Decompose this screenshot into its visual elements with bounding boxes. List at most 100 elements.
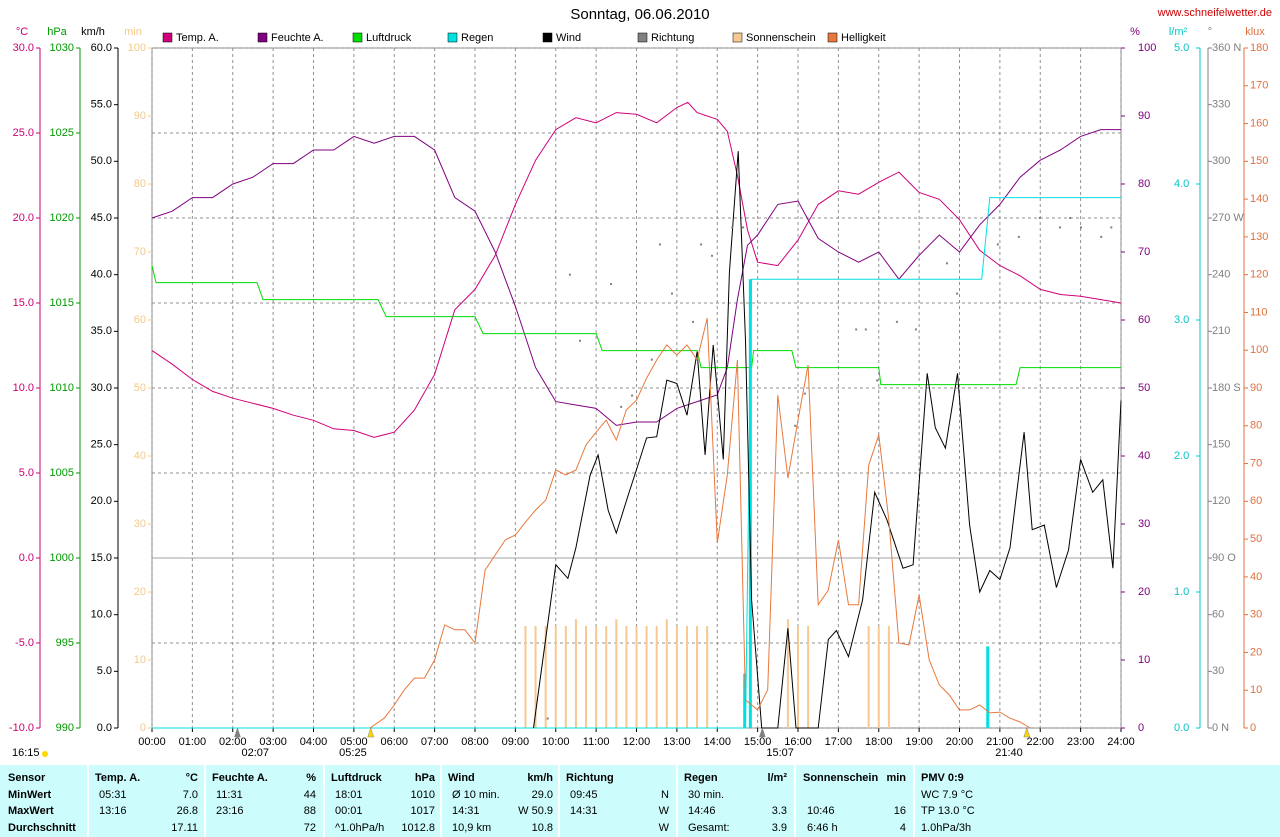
y-tick-label: 0 (1138, 722, 1144, 734)
time-marker-label: 05:25 (339, 747, 367, 759)
bar (574, 619, 577, 728)
y-tick-label: 50 (1250, 533, 1262, 545)
bar (635, 626, 638, 728)
bar (595, 626, 598, 728)
time-marker-label: 21:40 (995, 747, 1023, 759)
y-tick-label: 0 N (1212, 722, 1229, 734)
point (1080, 226, 1083, 229)
table-cell: 17.11 (171, 822, 198, 834)
x-tick-label: 15:00 (744, 736, 772, 748)
legend-label: Feuchte A. (271, 32, 324, 44)
point (546, 717, 549, 720)
y-tick-label: 1.0 (1174, 586, 1189, 598)
y-tick-label: 50.0 (91, 155, 112, 167)
table-cell: 6:46 h (807, 822, 838, 834)
bar (585, 626, 588, 728)
point (864, 328, 867, 331)
y-tick-label: 15.0 (13, 297, 34, 309)
table-cell: TP 13.0 °C (921, 805, 975, 817)
point (692, 320, 695, 323)
point (876, 379, 879, 382)
table-cell: 14:46 (688, 805, 716, 817)
x-tick-label: 14:00 (703, 736, 731, 748)
bar (544, 626, 547, 728)
y-tick-label: 10 (1250, 684, 1262, 696)
table-header: Sonnenschein (803, 772, 878, 784)
y-tick-label: 1020 (50, 212, 74, 224)
point (945, 262, 948, 265)
point (568, 273, 571, 276)
bar (605, 626, 608, 728)
y-tick-label: 70 (1138, 246, 1150, 258)
table-header: Temp. A. (95, 772, 140, 784)
bar (615, 619, 618, 728)
table-cell: 7.0 (183, 789, 198, 801)
series-line (152, 197, 1121, 729)
y-tick-label: 1025 (50, 127, 74, 139)
y-tick-label: 0.0 (1174, 722, 1189, 734)
table-cell: N (661, 789, 669, 801)
y-tick-label: 3.0 (1174, 314, 1189, 326)
table-header: Luftdruck (331, 772, 383, 784)
x-tick-label: 23:00 (1067, 736, 1095, 748)
table-cell: 16 (894, 805, 906, 817)
y-tick-label: 60 (1138, 314, 1150, 326)
chart-title: Sonntag, 06.06.2010 (570, 6, 709, 23)
point (956, 292, 959, 295)
legend-swatch (352, 32, 363, 43)
x-tick-label: 06:00 (380, 736, 408, 748)
bar (786, 619, 789, 728)
bar (877, 626, 880, 728)
y-tick-label: 25.0 (91, 439, 112, 451)
point (700, 243, 703, 246)
point (658, 243, 661, 246)
y-tick-label: 10 (134, 654, 146, 666)
table-cell: Gesamt: (688, 822, 730, 834)
table-cell: 1012.8 (401, 822, 435, 834)
y-tick-label: 50 (1138, 382, 1150, 394)
y-tick-label: 170 (1250, 80, 1268, 92)
y-tick-label: 300 (1212, 155, 1230, 167)
y-tick-label: 110 (1250, 306, 1268, 318)
y-tick-label: 20.0 (91, 495, 112, 507)
y-tick-label: 5.0 (19, 467, 34, 479)
table-header-unit: % (306, 772, 316, 784)
legend-label: Richtung (651, 32, 694, 44)
table-cell: Ø 10 min. (452, 789, 500, 801)
y-tick-label: 30 (1138, 518, 1150, 530)
bar (655, 626, 658, 728)
table-header: Richtung (566, 772, 614, 784)
bar (665, 619, 668, 728)
axis-title: min (124, 26, 142, 38)
point (895, 320, 898, 323)
y-tick-label: 150 (1250, 155, 1268, 167)
time-marker (1023, 727, 1031, 738)
bar (797, 626, 799, 728)
y-tick-label: 40 (134, 450, 146, 462)
table-cell: 11:31 (216, 789, 243, 801)
y-tick-label: 995 (56, 637, 74, 649)
y-tick-label: 45.0 (91, 212, 112, 224)
y-tick-label: 10 (1138, 654, 1150, 666)
x-tick-label: 24:00 (1107, 736, 1135, 748)
table-background (0, 765, 1280, 837)
bar (748, 279, 752, 728)
legend-swatch (732, 32, 743, 43)
bar (743, 673, 747, 728)
table-cell: 13:16 (99, 805, 127, 817)
legend-swatch (257, 32, 268, 43)
y-tick-label: 120 (1212, 495, 1230, 507)
y-tick-label: 100 (1138, 42, 1156, 54)
x-tick-label: 20:00 (946, 736, 974, 748)
x-tick-label: 21:00 (986, 736, 1014, 748)
series-line (369, 317, 1031, 729)
bar (867, 626, 870, 728)
table-header: Regen (684, 772, 718, 784)
x-tick-label: 04:00 (300, 736, 328, 748)
y-tick-label: 4.0 (1174, 178, 1189, 190)
x-tick-label: 22:00 (1026, 736, 1054, 748)
y-tick-label: 90 (1138, 110, 1150, 122)
table-cell: 29.0 (532, 789, 553, 801)
y-tick-label: 160 (1250, 117, 1268, 129)
series-line (151, 129, 1121, 426)
